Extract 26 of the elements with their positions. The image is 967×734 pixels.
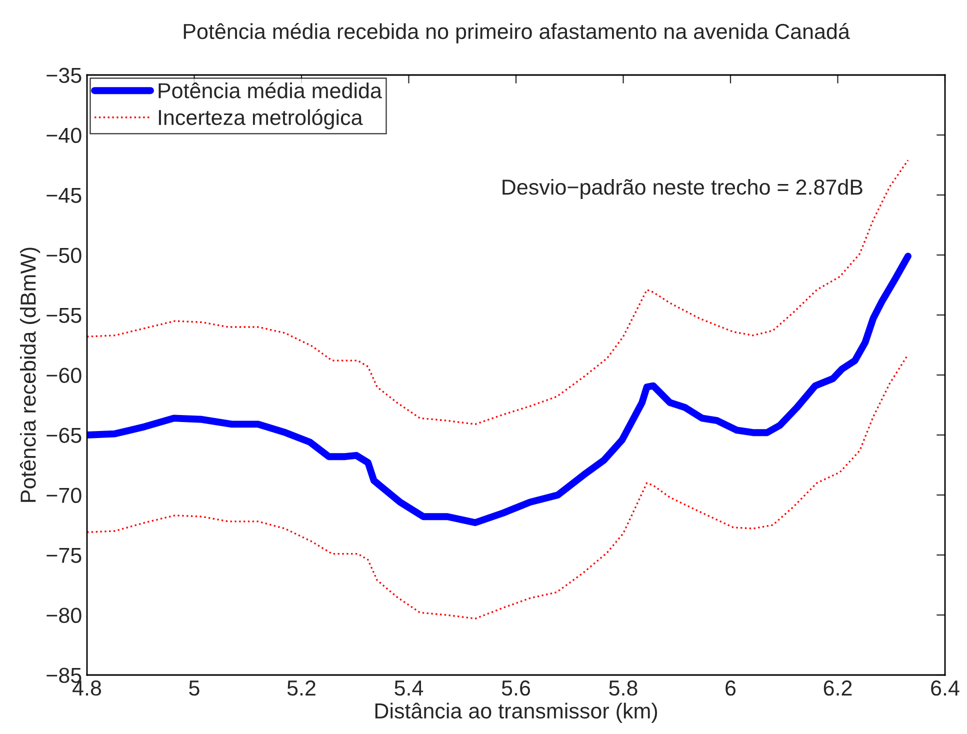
x-tick-label: 5.2 <box>287 680 316 696</box>
y-tick-label: −50 <box>46 248 82 264</box>
x-tick-label: 5 <box>189 680 200 696</box>
annotation: Desvio−padrão neste trecho = 2.87dB <box>502 178 862 200</box>
y-tick-label: −75 <box>46 548 82 564</box>
y-tick-label: −80 <box>46 608 82 624</box>
legend-label: Potência média medida <box>158 82 382 98</box>
line-series <box>87 159 909 426</box>
y-tick-label: −55 <box>46 308 82 324</box>
x-tick-label: 5.8 <box>609 680 638 696</box>
x-tick-label: 5.4 <box>394 680 424 696</box>
y-axis-title: Potência recebida (dBmW) <box>20 248 40 502</box>
x-tick-label: 6.2 <box>824 680 852 696</box>
y-tick-label: −35 <box>46 68 82 84</box>
x-axis-title: Distância ao transmissor (km) <box>375 702 658 723</box>
y-tick-label: −65 <box>46 428 82 444</box>
chart-title: Potência média recebida no primeiro afastamento na avenida Canadá <box>184 23 850 44</box>
y-tick-label: −40 <box>46 128 82 144</box>
y-tick-label: −60 <box>46 368 82 384</box>
x-tick-label: 6 <box>726 680 736 696</box>
line-series <box>87 354 909 620</box>
legend-label: Incerteza metrológica <box>158 109 363 130</box>
y-tick-label: −70 <box>46 488 82 504</box>
x-tick-label: 6.4 <box>931 680 960 696</box>
x-tick-label: 5.6 <box>502 680 530 696</box>
y-tick-label: −45 <box>46 188 82 204</box>
